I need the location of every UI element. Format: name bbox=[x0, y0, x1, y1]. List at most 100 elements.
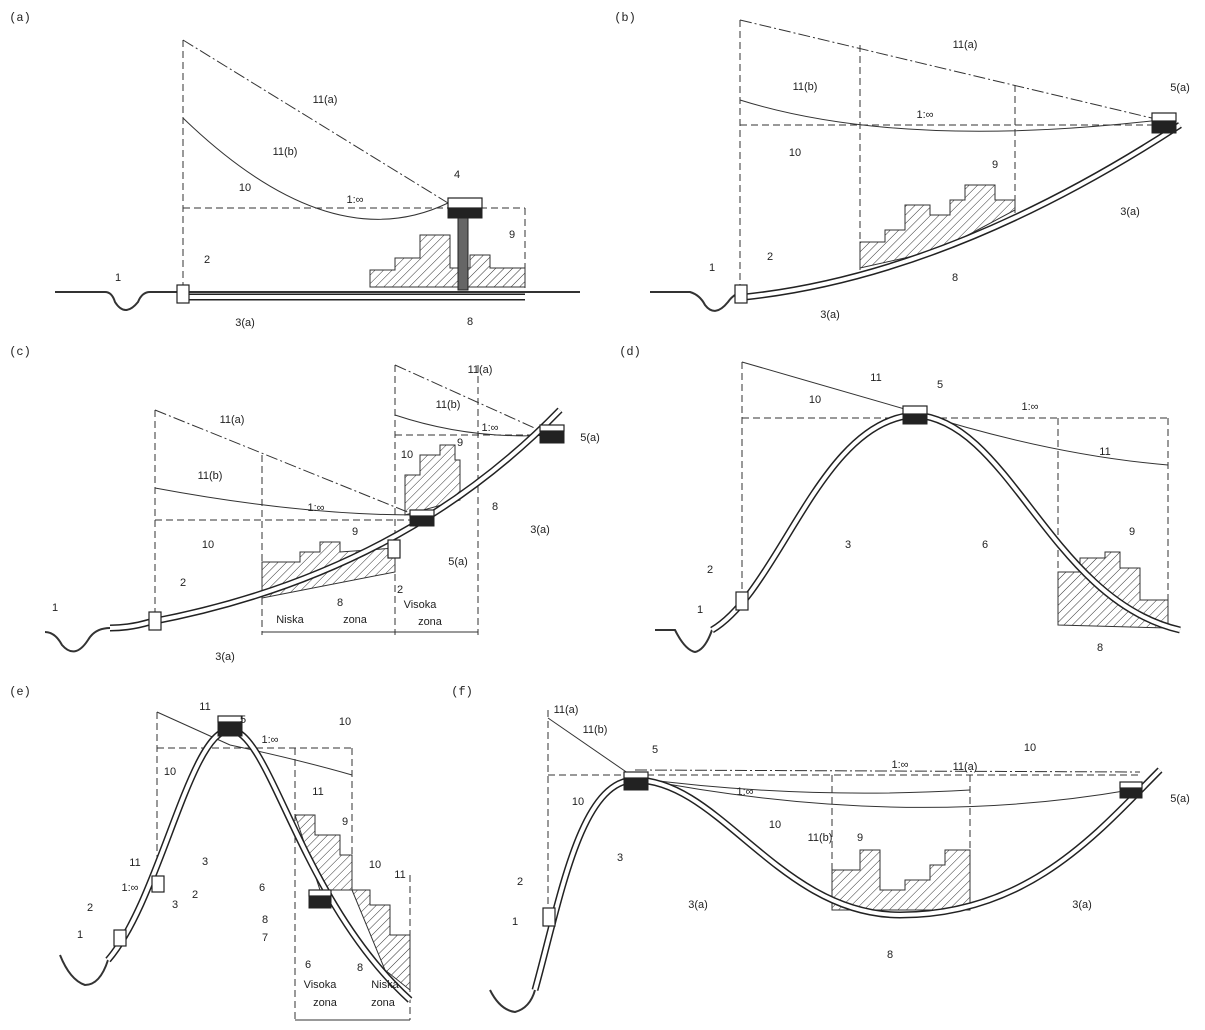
box bbox=[902, 405, 928, 415]
pipein bbox=[109, 408, 562, 630]
callout-label: 3 bbox=[845, 539, 851, 551]
thin bbox=[739, 99, 1161, 132]
callout-label: 10 bbox=[401, 449, 413, 461]
callout-label: 11(a) bbox=[220, 414, 245, 426]
pipein bbox=[744, 123, 1182, 299]
callout-label: 3 bbox=[617, 852, 623, 864]
thin bbox=[182, 117, 449, 220]
hist bbox=[859, 184, 1016, 269]
callout-label: 3(a) bbox=[530, 524, 550, 536]
callout-label: 9 bbox=[457, 437, 463, 449]
callout-label: 1:∞ bbox=[481, 422, 498, 434]
callout-label: 1:∞ bbox=[121, 882, 138, 894]
callout-label: 8 bbox=[262, 914, 268, 926]
callout-label: 3(a) bbox=[820, 309, 840, 321]
panel-tag: (c) bbox=[9, 345, 31, 359]
box bbox=[735, 591, 749, 611]
callout-label: 9 bbox=[352, 526, 358, 538]
callout-label: 5(a) bbox=[448, 556, 468, 568]
callout-label: 3(a) bbox=[1120, 206, 1140, 218]
callout-label: 10 bbox=[769, 819, 781, 831]
thin bbox=[154, 487, 416, 516]
callout-label: 1:∞ bbox=[261, 734, 278, 746]
dd bbox=[182, 39, 449, 204]
callout-label: 2 bbox=[192, 889, 198, 901]
callout-label: 11(a) bbox=[468, 364, 493, 376]
panel-tag: (a) bbox=[9, 11, 31, 25]
callout-label: 10 bbox=[809, 394, 821, 406]
callout-label: 9 bbox=[992, 159, 998, 171]
callout-label: 3(a) bbox=[235, 317, 255, 329]
box bbox=[387, 539, 401, 559]
pipe bbox=[109, 407, 563, 632]
callout-label: 6 bbox=[259, 882, 265, 894]
callout-label: 11 bbox=[870, 372, 881, 384]
callout-label: 11(a) bbox=[554, 704, 579, 716]
callout-label: 10 bbox=[369, 859, 381, 871]
callout-label: 11 bbox=[129, 857, 140, 869]
res bbox=[1151, 120, 1177, 134]
callout-label: zona bbox=[371, 997, 396, 1009]
callout-label: 10 bbox=[572, 796, 584, 808]
drawings bbox=[44, 19, 1182, 1021]
callout-label: 11(b) bbox=[436, 399, 461, 411]
callout-label: 3(a) bbox=[215, 651, 235, 663]
callout-label: 10 bbox=[202, 539, 214, 551]
callout-label: 11(b) bbox=[583, 724, 608, 736]
dd bbox=[394, 364, 551, 436]
callout-label: 5 bbox=[240, 714, 246, 726]
box bbox=[308, 889, 332, 897]
callout-label: 10 bbox=[1024, 742, 1036, 754]
box bbox=[409, 509, 435, 517]
ground bbox=[55, 291, 580, 311]
callout-label: 6 bbox=[305, 959, 311, 971]
callout-label: 2 bbox=[517, 876, 523, 888]
callout-label: 9 bbox=[857, 832, 863, 844]
callout-label: 2 bbox=[767, 251, 773, 263]
dd bbox=[154, 409, 416, 516]
callout-label: zona bbox=[313, 997, 338, 1009]
hist bbox=[369, 234, 526, 288]
callout-label: zona bbox=[343, 614, 368, 626]
box bbox=[217, 715, 243, 723]
callout-label: 11(b) bbox=[273, 146, 298, 158]
callout-label: 1 bbox=[115, 272, 121, 284]
res bbox=[447, 207, 483, 219]
callout-label: zona bbox=[418, 616, 443, 628]
pipein bbox=[106, 727, 412, 1002]
callout-label: 1 bbox=[77, 929, 83, 941]
callout-label: 2 bbox=[180, 577, 186, 589]
callout-label: 9 bbox=[1129, 526, 1135, 538]
box bbox=[734, 284, 748, 304]
pipein bbox=[533, 768, 1162, 991]
ground bbox=[489, 989, 536, 1014]
box bbox=[623, 771, 649, 779]
panel-tag: (e) bbox=[9, 685, 31, 699]
callout-label: 11(a) bbox=[313, 94, 338, 106]
res bbox=[623, 777, 649, 791]
callout-label: 8 bbox=[357, 962, 363, 974]
callout-label: 2 bbox=[397, 584, 403, 596]
callout-label: 10 bbox=[339, 716, 351, 728]
callout-label: Niska bbox=[371, 979, 399, 991]
panel-tag: (d) bbox=[619, 345, 641, 359]
callout-label: 11(b) bbox=[793, 81, 818, 93]
callout-label: 3(a) bbox=[688, 899, 708, 911]
callout-label: 1:∞ bbox=[346, 194, 363, 206]
callout-label: Visoka bbox=[304, 979, 338, 991]
box bbox=[148, 611, 162, 631]
callout-label: 9 bbox=[509, 229, 515, 241]
callout-label: 4 bbox=[454, 169, 460, 181]
callout-label: 2 bbox=[87, 902, 93, 914]
callout-label: 10 bbox=[239, 182, 251, 194]
callout-label: 7 bbox=[262, 932, 268, 944]
callout-label: 8 bbox=[1097, 642, 1103, 654]
callout-label: 10 bbox=[789, 147, 801, 159]
res bbox=[1119, 787, 1143, 799]
callout-label: 5 bbox=[937, 379, 943, 391]
callout-label: 5(a) bbox=[1170, 793, 1190, 805]
callout-label: 10 bbox=[164, 766, 176, 778]
ground bbox=[59, 954, 109, 987]
hist bbox=[351, 889, 411, 992]
callout-label: 1:∞ bbox=[307, 502, 324, 514]
